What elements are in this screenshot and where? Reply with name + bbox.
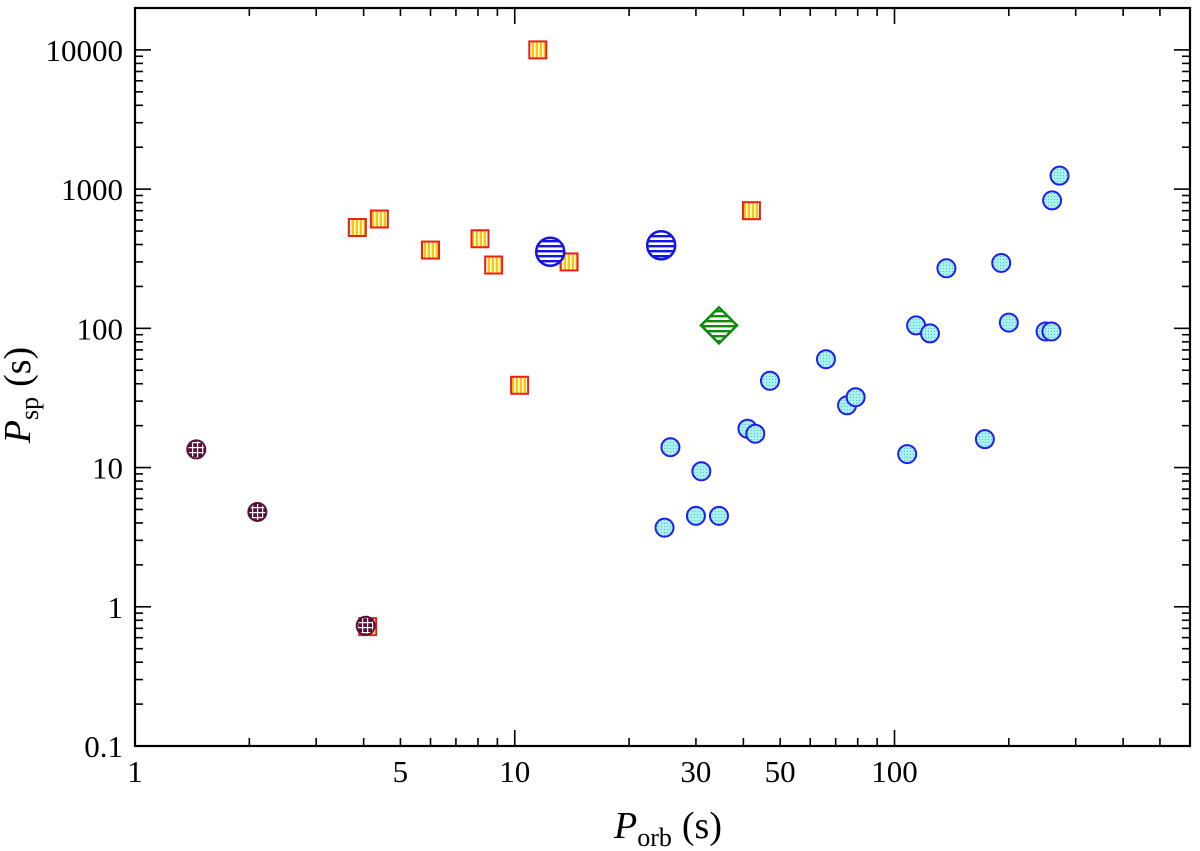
data-point-circle xyxy=(919,323,940,344)
data-point-diamond xyxy=(699,305,739,346)
x-tick-label: 1 xyxy=(127,754,143,789)
data-point-circle xyxy=(691,461,712,482)
data-point-square xyxy=(421,240,441,260)
y-tick-label: 0.1 xyxy=(84,729,123,764)
y-tick-label: 100 xyxy=(77,311,124,346)
data-point-large-circle xyxy=(534,236,566,267)
data-point-circle xyxy=(845,387,866,408)
data-point-square xyxy=(528,40,548,60)
data-point-crosshatch xyxy=(247,501,268,522)
data-point-circle xyxy=(936,258,957,279)
data-point-circle xyxy=(660,437,681,458)
data-point-square xyxy=(510,375,530,395)
plot-frame xyxy=(133,6,1192,748)
y-axis-label: Psp(s) xyxy=(0,347,44,444)
data-point-large-circle xyxy=(645,230,677,261)
y-tick-label: 10000 xyxy=(46,33,124,68)
data-point-square xyxy=(484,255,504,275)
x-tick-label: 10 xyxy=(499,754,530,789)
x-tick-label: 30 xyxy=(680,754,711,789)
data-point-circle xyxy=(998,312,1019,333)
y-tick-label: 1000 xyxy=(61,172,123,207)
data-point-circle xyxy=(897,444,918,465)
y-tick-label: 1 xyxy=(108,590,124,625)
data-point-circle xyxy=(708,505,729,526)
data-point-circle xyxy=(991,252,1012,273)
data-point-square xyxy=(347,218,367,238)
data-point-square xyxy=(369,209,389,229)
x-tick-label: 100 xyxy=(871,754,918,789)
axis-ticks xyxy=(134,7,1191,747)
data-point-circle xyxy=(745,423,766,444)
data-point-circle xyxy=(1042,190,1063,211)
data-point-square xyxy=(741,201,761,221)
data-point-circle xyxy=(685,505,706,526)
y-tick-label: 10 xyxy=(92,451,123,486)
data-point-crosshatch xyxy=(355,615,376,636)
data-point-circle xyxy=(815,349,836,370)
x-axis-label: Porb (s) xyxy=(613,805,722,851)
data-point-circle xyxy=(974,429,995,450)
data-point-circle xyxy=(654,517,675,538)
data-point-crosshatch xyxy=(186,439,207,460)
x-tick-label: 5 xyxy=(393,754,409,789)
data-points xyxy=(186,40,1070,637)
data-point-circle xyxy=(1041,321,1062,342)
data-point-circle xyxy=(1049,165,1070,186)
data-point-square xyxy=(470,229,490,249)
data-point-circle xyxy=(759,370,780,391)
x-tick-label: 50 xyxy=(765,754,796,789)
